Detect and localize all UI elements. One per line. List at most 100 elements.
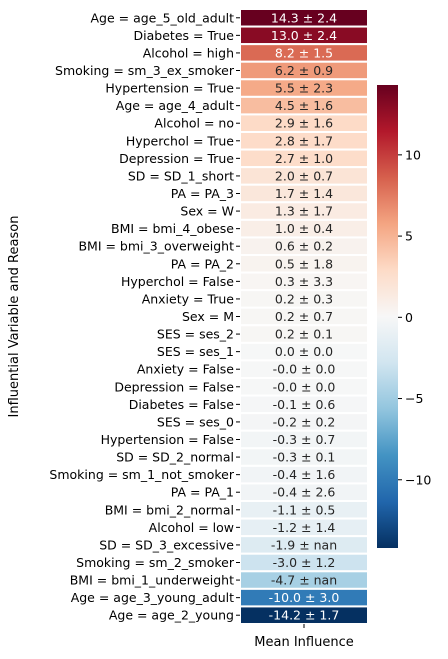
y-tick-label: PA = PA_1 bbox=[171, 485, 234, 500]
y-tick-label: Smoking = sm_1_not_smoker bbox=[49, 467, 234, 482]
y-tick-label: SES = ses_0 bbox=[157, 414, 234, 429]
y-tick-label: Anxiety = False bbox=[137, 362, 234, 377]
cell-value-label: 1.7 ± 1.4 bbox=[275, 186, 333, 201]
colorbar-tick-label: −10 bbox=[405, 472, 431, 487]
y-tick-label: SD = SD_3_excessive bbox=[99, 537, 234, 552]
heatmap-row: -0.4 ± 1.6 Smoking = sm_1_not_smoker bbox=[49, 464, 369, 485]
y-tick-label: Age = age_5_old_adult bbox=[90, 10, 234, 25]
y-tick-label: Age = age_3_young_adult bbox=[71, 590, 234, 605]
y-tick-label: PA = PA_2 bbox=[171, 256, 234, 271]
colorbar-tick-label: 5 bbox=[405, 229, 413, 244]
colorbar: −10 −5 0 5 10 bbox=[377, 85, 431, 548]
cell-value-label: 0.6 ± 0.2 bbox=[275, 239, 333, 254]
y-tick-label: Alcohol = low bbox=[149, 520, 234, 535]
heatmap-row: 0.5 ± 1.8 PA = PA_2 bbox=[171, 254, 369, 274]
heatmap-row: 0.0 ± 0.0 SES = ses_1 bbox=[157, 341, 369, 362]
cell-value-label: 0.2 ± 0.7 bbox=[275, 309, 333, 324]
heatmap-row: -0.0 ± 0.0 Anxiety = False bbox=[137, 359, 369, 379]
heatmap-row: 2.7 ± 1.0 Depression = True bbox=[119, 148, 369, 169]
y-tick-label: Hyperchol = True bbox=[126, 133, 234, 148]
y-tick-label: BMI = bmi_2_normal bbox=[105, 502, 234, 517]
colorbar-tick-label: 10 bbox=[405, 147, 421, 162]
cell-value-label: -0.0 ± 0.0 bbox=[273, 362, 336, 377]
heatmap-row: 13.0 ± 2.4 Diabetes = True bbox=[134, 25, 369, 46]
heatmap-row: 5.5 ± 2.3 Hypertension = True bbox=[105, 78, 369, 98]
cell-value-label: -0.2 ± 0.2 bbox=[273, 414, 336, 429]
heatmap-row: 14.3 ± 2.4 Age = age_5_old_adult bbox=[90, 8, 369, 28]
y-axis-label: Influential Variable and Reason bbox=[7, 216, 22, 418]
cell-value-label: 2.0 ± 0.7 bbox=[275, 168, 333, 183]
y-tick-label: SES = ses_2 bbox=[157, 327, 234, 342]
y-tick-label: Sex = M bbox=[182, 309, 234, 324]
heatmap-row: -3.0 ± 1.2 Smoking = sm_2_smoker bbox=[76, 552, 369, 573]
cell-value-label: 2.8 ± 1.7 bbox=[275, 133, 333, 148]
heatmap-row: 1.7 ± 1.4 PA = PA_3 bbox=[171, 183, 369, 204]
cell-value-label: -0.4 ± 2.6 bbox=[273, 485, 336, 500]
y-tick-label: Alcohol = high bbox=[143, 45, 234, 60]
heatmap-row: -0.0 ± 0.0 Depression = False bbox=[114, 377, 369, 397]
cell-value-label: 2.7 ± 1.0 bbox=[275, 151, 333, 166]
cell-value-label: 14.3 ± 2.4 bbox=[271, 10, 337, 25]
y-tick-label: Diabetes = False bbox=[129, 397, 235, 412]
cell-value-label: 1.0 ± 0.4 bbox=[275, 221, 333, 236]
heatmap-row: -1.9 ± nan SD = SD_3_excessive bbox=[99, 535, 369, 555]
cell-value-label: -0.0 ± 0.0 bbox=[273, 379, 336, 394]
cell-value-label: -10.0 ± 3.0 bbox=[269, 590, 340, 605]
heatmap-row: -0.4 ± 2.6 PA = PA_1 bbox=[171, 482, 369, 502]
cell-value-label: -0.3 ± 0.1 bbox=[273, 450, 336, 465]
heatmap-row: -14.2 ± 1.7 Age = age_2_young bbox=[109, 605, 369, 626]
cell-value-label: 6.2 ± 0.9 bbox=[275, 63, 333, 78]
y-tick-label: Hypertension = True bbox=[105, 81, 234, 96]
colorbar-tick-label: 0 bbox=[405, 310, 413, 325]
cell-value-label: -0.4 ± 1.6 bbox=[273, 467, 336, 482]
heatmap-row: -1.1 ± 0.5 BMI = bmi_2_normal bbox=[105, 500, 369, 520]
y-tick-label: Smoking = sm_3_ex_smoker bbox=[55, 63, 235, 78]
cell-value-label: 2.9 ± 1.6 bbox=[275, 116, 333, 131]
y-tick-label: BMI = bmi_4_obese bbox=[111, 221, 234, 236]
heatmap-row: 0.2 ± 0.3 Anxiety = True bbox=[142, 289, 369, 309]
y-tick-label: Sex = W bbox=[180, 204, 234, 219]
cell-value-label: 0.3 ± 3.3 bbox=[275, 274, 333, 289]
cell-value-label: -1.1 ± 0.5 bbox=[273, 502, 336, 517]
y-tick-label: Anxiety = True bbox=[142, 291, 235, 306]
heatmap-row: -0.1 ± 0.6 Diabetes = False bbox=[129, 394, 369, 415]
cell-value-label: 0.5 ± 1.8 bbox=[275, 256, 333, 271]
heatmap-row: 2.9 ± 1.6 Alcohol = no bbox=[154, 113, 369, 134]
cell-value-label: 5.5 ± 2.3 bbox=[275, 81, 333, 96]
x-axis: Mean Influence bbox=[254, 624, 354, 650]
y-tick-label: Smoking = sm_2_smoker bbox=[76, 555, 235, 570]
cell-value-label: 0.2 ± 0.3 bbox=[275, 291, 333, 306]
y-tick-label: Hypertension = False bbox=[101, 432, 235, 447]
y-tick-label: SES = ses_1 bbox=[157, 344, 234, 359]
heatmap-row: 4.5 ± 1.6 Age = age_4_adult bbox=[116, 95, 369, 116]
heatmap-row: -0.2 ± 0.2 SES = ses_0 bbox=[157, 412, 369, 432]
y-tick-label: Depression = True bbox=[119, 151, 234, 166]
colorbar-gradient bbox=[377, 85, 398, 548]
y-tick-label: Alcohol = no bbox=[154, 116, 234, 131]
heatmap-row: 0.3 ± 3.3 Hyperchol = False bbox=[121, 271, 369, 292]
cell-value-label: 0.0 ± 0.0 bbox=[275, 344, 333, 359]
y-tick-label: SD = SD_1_short bbox=[128, 168, 234, 183]
cell-value-label: -1.9 ± nan bbox=[271, 537, 337, 552]
y-tick-label: Depression = False bbox=[114, 379, 234, 394]
cell-value-label: 0.2 ± 0.1 bbox=[275, 327, 333, 342]
cell-value-label: -4.7 ± nan bbox=[271, 573, 337, 588]
heatmap-row: 6.2 ± 0.9 Smoking = sm_3_ex_smoker bbox=[55, 60, 369, 81]
cell-value-label: 13.0 ± 2.4 bbox=[271, 28, 337, 43]
cell-value-label: 8.2 ± 1.5 bbox=[275, 45, 333, 60]
heatmap-row: -10.0 ± 3.0 Age = age_3_young_adult bbox=[71, 587, 369, 608]
x-tick-label: Mean Influence bbox=[254, 635, 353, 650]
colorbar-ticks: −10 −5 0 5 10 bbox=[398, 147, 431, 487]
cell-value-label: 1.3 ± 1.7 bbox=[275, 204, 333, 219]
heatmap-row: 0.2 ± 0.7 Sex = M bbox=[182, 306, 369, 327]
y-tick-label: BMI = bmi_3_overweight bbox=[78, 239, 234, 254]
y-tick-label: BMI = bmi_1_underweight bbox=[70, 573, 234, 588]
heatmap-row: -0.3 ± 0.7 Hypertension = False bbox=[101, 429, 369, 450]
heatmap-row: -0.3 ± 0.1 SD = SD_2_normal bbox=[116, 447, 369, 467]
heatmap-row: 0.6 ± 0.2 BMI = bmi_3_overweight bbox=[78, 236, 369, 257]
cell-value-label: -0.3 ± 0.7 bbox=[273, 432, 336, 447]
heatmap-row: 2.8 ± 1.7 Hyperchol = True bbox=[126, 131, 369, 151]
heatmap-row: -4.7 ± nan BMI = bmi_1_underweight bbox=[70, 570, 369, 590]
